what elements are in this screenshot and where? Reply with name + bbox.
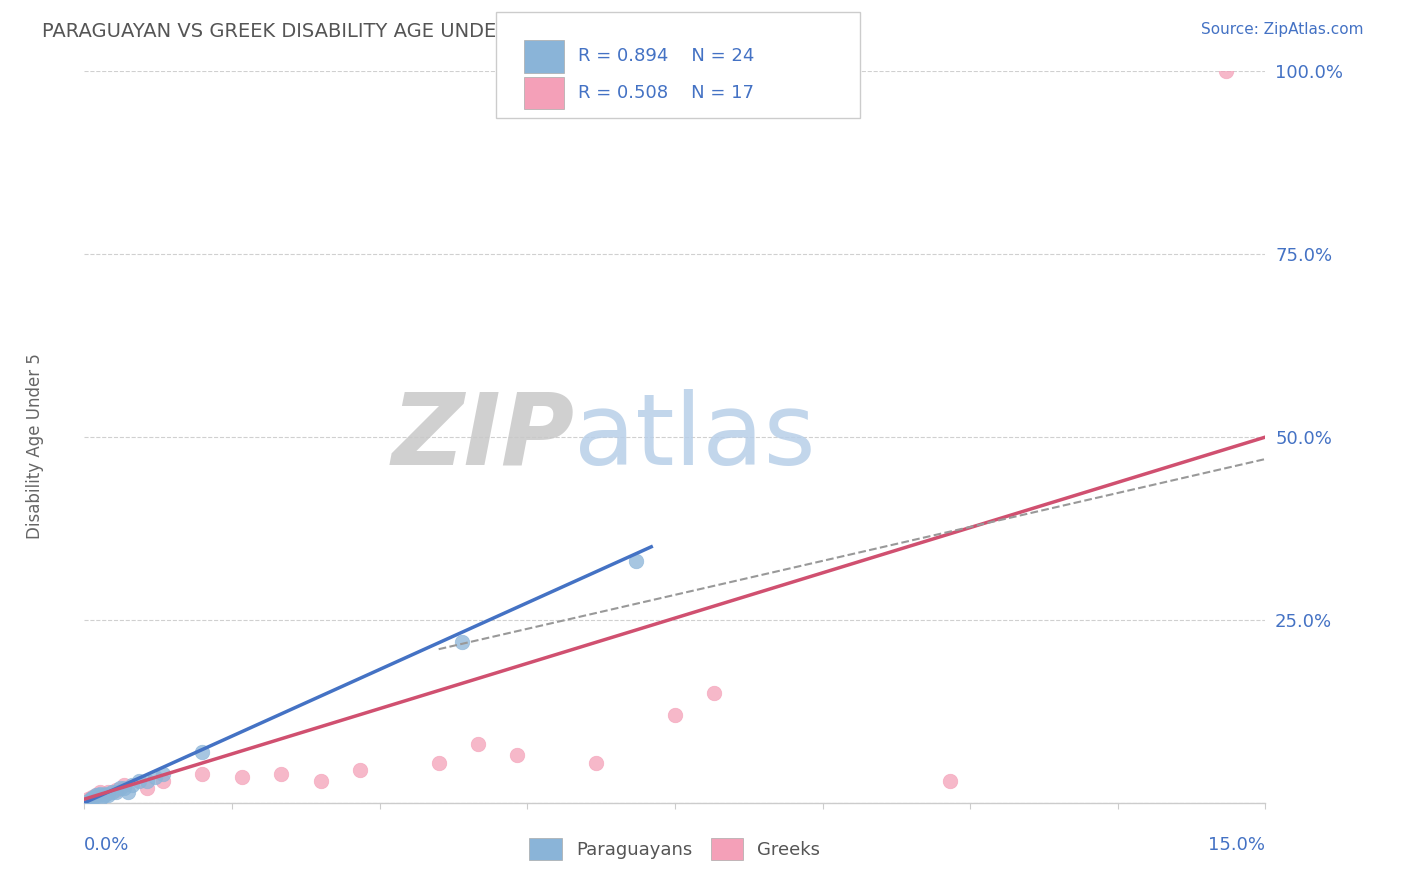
Point [1215, 64, 1237, 78]
Text: PARAGUAYAN VS GREEK DISABILITY AGE UNDER 5 CORRELATION CHART: PARAGUAYAN VS GREEK DISABILITY AGE UNDER… [42, 22, 745, 41]
Text: R = 0.894    N = 24: R = 0.894 N = 24 [578, 47, 754, 65]
Point [143, 770, 166, 784]
Point [703, 686, 725, 700]
Point [89, 785, 111, 799]
Text: Source: ZipAtlas.com: Source: ZipAtlas.com [1201, 22, 1364, 37]
Text: atlas: atlas [575, 389, 815, 485]
Point [467, 737, 489, 751]
Point [101, 785, 124, 799]
Point [96, 787, 118, 801]
Point [83, 789, 105, 804]
Point [112, 781, 135, 796]
Point [84, 789, 107, 803]
Point [90, 789, 112, 804]
Point [270, 766, 292, 780]
Point [939, 773, 962, 788]
Point [89, 787, 111, 801]
Point [664, 708, 686, 723]
Point [82, 791, 104, 805]
Point [191, 766, 214, 780]
Point [112, 778, 135, 792]
Point [117, 785, 139, 799]
Point [104, 782, 127, 797]
Point [77, 792, 100, 806]
Point [104, 785, 127, 799]
Point [97, 785, 120, 799]
Point [93, 789, 115, 803]
Text: 15.0%: 15.0% [1208, 836, 1265, 854]
Point [77, 794, 100, 808]
Point [152, 773, 174, 788]
Point [121, 778, 143, 792]
Point [624, 554, 647, 568]
Point [349, 763, 371, 777]
Point [152, 766, 174, 780]
Text: Disability Age Under 5: Disability Age Under 5 [27, 353, 44, 539]
Point [97, 789, 120, 803]
Text: 0.0%: 0.0% [84, 836, 129, 854]
Point [427, 756, 450, 770]
Text: R = 0.508    N = 17: R = 0.508 N = 17 [578, 85, 754, 103]
Point [585, 756, 607, 770]
Point [136, 773, 159, 788]
Point [87, 789, 110, 803]
Point [84, 789, 107, 803]
Text: ZIP: ZIP [391, 389, 575, 485]
Point [79, 792, 101, 806]
Point [451, 635, 474, 649]
Legend: Paraguayans, Greeks: Paraguayans, Greeks [522, 830, 828, 867]
Point [231, 770, 253, 784]
Point [506, 748, 529, 763]
Point [191, 745, 214, 759]
Point [309, 773, 332, 788]
Point [136, 781, 159, 796]
Point [82, 789, 104, 804]
Point [128, 773, 150, 788]
Point [108, 781, 131, 796]
